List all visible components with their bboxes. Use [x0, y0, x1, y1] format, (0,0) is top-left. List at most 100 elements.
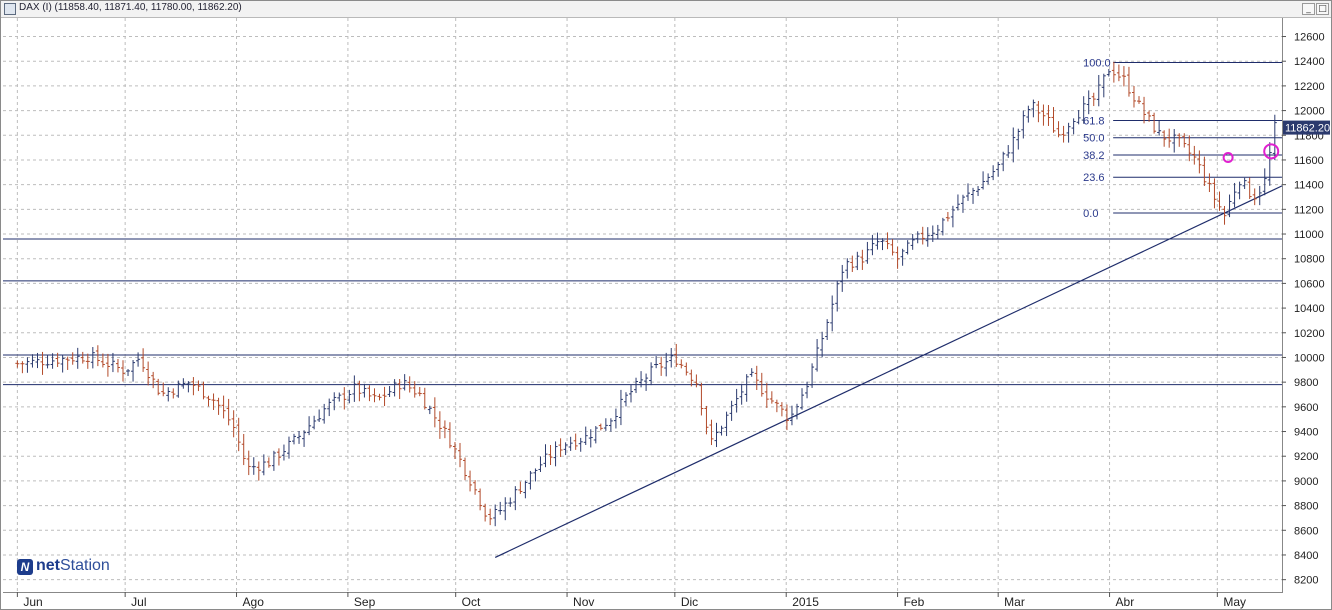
ohlc-bar	[367, 385, 372, 402]
ohlc-bar	[1031, 99, 1036, 118]
ohlc-bar	[528, 470, 533, 490]
ohlc-bar	[352, 375, 357, 402]
ohlc-bar	[593, 426, 598, 444]
ohlc-bar	[1182, 133, 1187, 148]
ohlc-bar	[563, 442, 568, 456]
ohlc-bar	[1131, 86, 1136, 108]
y-tick-label: 11400	[1294, 180, 1324, 192]
ohlc-bar	[855, 251, 860, 271]
ohlc-bar	[332, 392, 337, 411]
ohlc-bar	[1016, 128, 1021, 150]
ohlc-bar	[895, 246, 900, 269]
ohlc-bar	[608, 418, 613, 432]
fib-level-label: 23.6	[1083, 172, 1104, 184]
ohlc-bar	[221, 395, 226, 419]
plot-area[interactable]	[3, 18, 1283, 593]
ohlc-bar	[578, 437, 583, 452]
ohlc-bar	[90, 347, 95, 369]
ohlc-bar	[870, 234, 875, 256]
ohlc-bar	[845, 258, 850, 279]
ohlc-bar	[1207, 173, 1212, 193]
ohlc-bar	[1272, 114, 1277, 161]
ohlc-bar	[553, 441, 558, 467]
ohlc-bar	[196, 380, 201, 392]
ohlc-bar	[950, 205, 955, 228]
ohlc-bar	[266, 457, 271, 468]
highlight-circle	[1222, 151, 1234, 163]
ohlc-bar	[784, 404, 789, 431]
ohlc-bar	[543, 444, 548, 468]
ohlc-bar	[50, 353, 55, 369]
ohlc-bar	[1262, 168, 1267, 196]
y-axis: 8200 8400 8600 8800 9000 9200 9400 9600 9800 1000…	[1282, 32, 1325, 587]
highlight-circles	[1222, 143, 1280, 163]
ohlc-bar	[1061, 125, 1066, 143]
ohlc-bar	[251, 457, 256, 475]
y-tick-label: 12200	[1294, 81, 1325, 93]
ohlc-bar	[1202, 156, 1207, 186]
ohlc-bar	[1071, 118, 1076, 135]
ohlc-bar	[1237, 181, 1242, 200]
fibonacci-retracement: 100.0 61.8 50.0 38.2 23.6 0.0	[1083, 57, 1282, 220]
title-bar: DAX (I) (11858.40, 11871.40, 11780.00, 1…	[1, 1, 1331, 18]
ohlc-bar	[312, 415, 317, 430]
y-tick-label: 9600	[1294, 402, 1318, 414]
highlight-circle	[1263, 143, 1280, 160]
ohlc-bar	[940, 217, 945, 236]
logo-text: netStation	[36, 557, 110, 575]
ohlc-bar	[211, 393, 216, 410]
ohlc-bar	[749, 368, 754, 377]
ohlc-bar	[387, 386, 392, 398]
ohlc-bar	[699, 382, 704, 416]
ohlc-bar	[1227, 194, 1232, 218]
x-tick-label: Jul	[131, 595, 146, 609]
ohlc-bar	[810, 363, 815, 388]
ohlc-bar	[1267, 142, 1272, 186]
x-tick-label: Nov	[573, 595, 594, 609]
ohlc-bar	[598, 423, 603, 431]
ohlc-bar	[1021, 110, 1026, 139]
maximize-button[interactable]: □	[1316, 3, 1329, 15]
ohlc-bar	[664, 352, 669, 377]
ohlc-bar	[206, 395, 211, 407]
ohlc-bar	[930, 225, 935, 242]
x-tick-label: Mar	[1004, 595, 1025, 609]
y-tick-label: 11600	[1294, 155, 1324, 167]
ohlc-bar	[1157, 120, 1162, 136]
ohlc-bar	[35, 352, 40, 369]
ohlc-bar	[669, 348, 674, 368]
ohlc-bar	[1247, 177, 1252, 199]
ohlc-bar	[1147, 110, 1152, 122]
ohlc-bar	[1126, 66, 1131, 97]
ohlc-bar	[724, 411, 729, 437]
ohlc-bar	[800, 388, 805, 410]
ohlc-bar	[1217, 191, 1222, 211]
ohlc-bar	[60, 355, 65, 373]
ohlc-bar	[1197, 150, 1202, 174]
ohlc-bar	[141, 348, 146, 372]
ohlc-bar	[654, 356, 659, 369]
ohlc-bar	[55, 352, 60, 368]
ohlc-bar	[538, 456, 543, 473]
ohlc-bar	[1086, 90, 1091, 115]
ohlc-bar	[292, 433, 297, 445]
y-tick-label: 9200	[1294, 451, 1318, 463]
x-tick-label: Jun	[23, 595, 42, 609]
ohlc-bar	[1121, 66, 1126, 87]
ohlc-bar	[302, 430, 307, 447]
fib-level-label: 100.0	[1083, 57, 1111, 69]
y-tick-label: 10400	[1294, 303, 1325, 315]
ohlc-bar	[835, 281, 840, 312]
ohlc-bar	[1096, 74, 1101, 107]
minimize-button[interactable]: _	[1302, 3, 1315, 15]
ohlc-bar	[689, 369, 694, 387]
ohlc-bar	[392, 379, 397, 397]
ohlc-bar	[126, 369, 131, 377]
ohlc-bar	[820, 331, 825, 358]
ohlc-bar	[709, 419, 714, 446]
logo-brand-a: net	[36, 557, 60, 574]
ohlc-bar	[573, 433, 578, 450]
ohlc-bar	[734, 388, 739, 413]
chart-window-icon	[4, 3, 16, 15]
